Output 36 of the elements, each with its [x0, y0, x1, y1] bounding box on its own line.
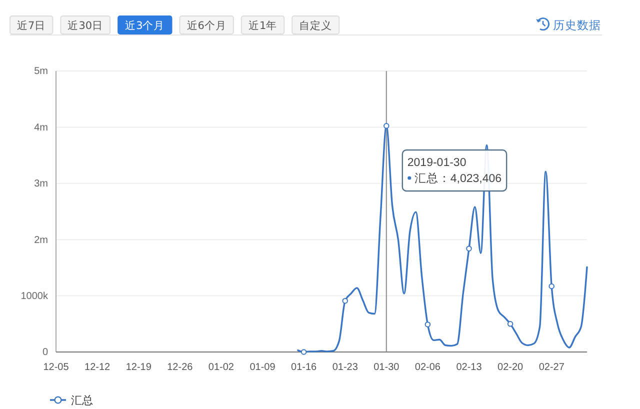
y-tick-label: 1000k — [20, 291, 49, 302]
text: 近7日 — [17, 19, 46, 32]
text: 近1年 — [248, 19, 278, 32]
x-tick-label: 12-19 — [126, 362, 152, 374]
text: 近6个月 — [186, 19, 226, 32]
text: 自定义 — [299, 19, 332, 32]
x-tick-label: 01-23 — [332, 362, 358, 374]
x-tick-label: 02-06 — [414, 362, 441, 374]
x-tick-label: 12-26 — [167, 362, 194, 374]
x-tick-label: 01-09 — [250, 362, 276, 374]
y-tick-label: 0 — [42, 347, 48, 358]
point — [548, 283, 554, 290]
annotation: 汇总：4,023,406 — [414, 172, 502, 185]
x-tick-label: 12-05 — [43, 362, 70, 374]
y-tick-label: 4m — [34, 122, 48, 134]
x-tick-label: 02-27 — [538, 362, 565, 374]
text: 近3个月 — [125, 19, 165, 32]
y-tick-label: 2m — [34, 234, 48, 246]
text: 近30日 — [68, 19, 104, 32]
x-tick-label: 01-02 — [208, 362, 234, 374]
y-tick-label: 5m — [34, 66, 48, 78]
y-tick-label: 3m — [34, 178, 48, 190]
point — [342, 298, 348, 304]
point — [384, 122, 390, 129]
legend-label: 汇总 — [71, 394, 93, 407]
x-tick-label: 12-12 — [84, 362, 111, 374]
point — [424, 322, 431, 328]
point — [466, 246, 472, 252]
x-tick-label: 02-20 — [498, 362, 524, 374]
x-tick-label: 01-16 — [291, 362, 318, 374]
text: 历史数据 — [553, 18, 601, 32]
x-tick-label: 01-30 — [374, 362, 400, 374]
x-tick-label: 02-13 — [456, 362, 482, 374]
point — [300, 349, 307, 355]
annotation: 2019-01-30 — [407, 157, 466, 169]
point — [507, 321, 514, 327]
